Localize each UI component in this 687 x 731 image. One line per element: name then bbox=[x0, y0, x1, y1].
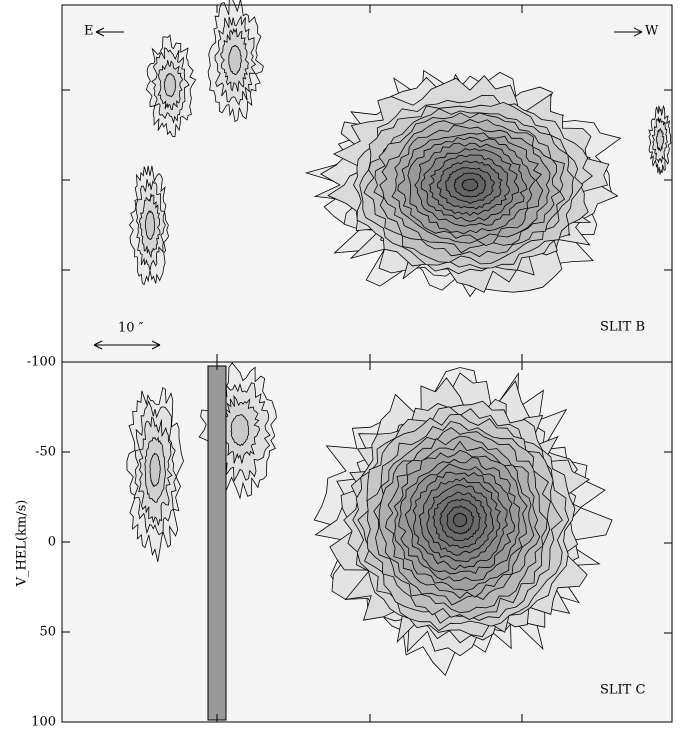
axis-ticks bbox=[62, 5, 672, 722]
annotation: 10 ″ bbox=[118, 321, 144, 336]
annotation: SLIT B bbox=[600, 320, 645, 335]
contour bbox=[655, 128, 665, 152]
y-tick-label: 50 bbox=[39, 625, 56, 640]
annotation: W bbox=[645, 24, 659, 39]
contour bbox=[452, 512, 468, 528]
stripe bbox=[207, 365, 227, 721]
annotation: SLIT C bbox=[600, 683, 645, 698]
contour bbox=[149, 452, 161, 488]
y-axis-label: V_HEL(km/s) bbox=[15, 500, 30, 588]
contours bbox=[126, 0, 672, 721]
y-tick-label: -50 bbox=[35, 445, 56, 460]
y-tick-label: 100 bbox=[31, 715, 56, 730]
contour bbox=[144, 209, 156, 241]
y-tick-label: 0 bbox=[48, 535, 56, 550]
annotation: E bbox=[84, 24, 94, 39]
contour bbox=[230, 414, 250, 447]
y-tick-label: -100 bbox=[27, 355, 56, 370]
contour bbox=[228, 44, 242, 76]
contour bbox=[461, 178, 479, 192]
contour bbox=[163, 73, 177, 98]
